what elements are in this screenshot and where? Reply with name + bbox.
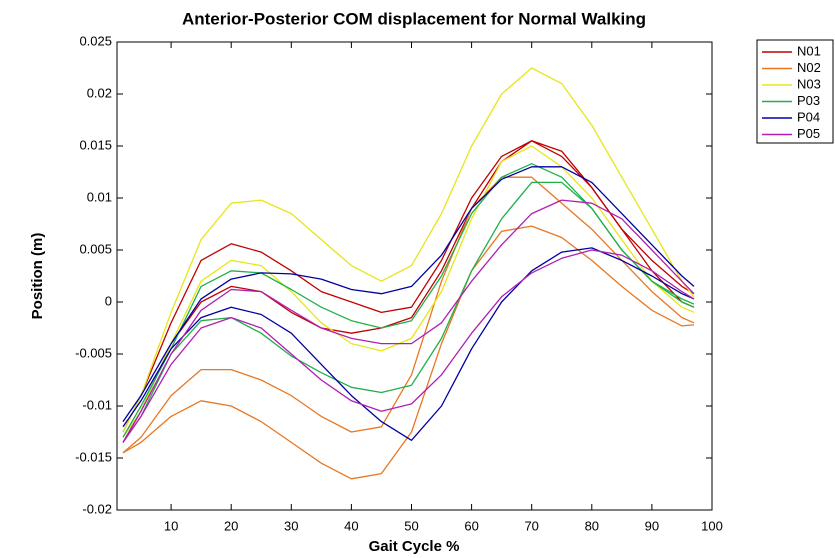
legend-label: N02 [797, 60, 821, 75]
series-line [122, 181, 695, 443]
x-tick-label: 20 [224, 518, 238, 533]
x-tick-label: 40 [344, 518, 358, 533]
x-tick-label: 10 [164, 518, 178, 533]
legend-box [756, 39, 834, 144]
legend-label: N01 [797, 43, 821, 58]
x-axis-label: Gait Cycle % [369, 538, 460, 555]
x-tick-label: 90 [645, 518, 659, 533]
series-line [122, 247, 695, 441]
x-tick-label: 60 [464, 518, 478, 533]
series-line [122, 199, 695, 443]
legend-label: P03 [797, 93, 820, 108]
y-axis-label: Position (m) [29, 233, 46, 320]
legend-label: N03 [797, 76, 821, 91]
legend-label: P04 [797, 109, 820, 124]
y-tick-label: -0.015 [75, 449, 112, 464]
series-line [122, 145, 695, 438]
y-tick-label: 0.02 [87, 85, 112, 100]
series-line [122, 140, 695, 443]
series-line [122, 140, 695, 433]
y-tick-label: 0.005 [79, 241, 112, 256]
y-tick-label: -0.01 [82, 397, 112, 412]
x-tick-label: 100 [701, 518, 723, 533]
series-line [122, 176, 695, 454]
y-tick-label: 0 [105, 293, 112, 308]
series-line [122, 163, 695, 438]
y-tick-label: 0.01 [87, 189, 112, 204]
plot-frame [116, 41, 713, 511]
series-line [122, 67, 695, 433]
series-line [122, 249, 695, 443]
series-line [122, 166, 695, 422]
legend-label: P05 [797, 126, 820, 141]
chart-title: Anterior-Posterior COM displacement for … [182, 9, 646, 28]
y-tick-label: 0.025 [79, 33, 112, 48]
series-line [122, 225, 695, 480]
x-tick-label: 70 [524, 518, 538, 533]
y-tick-label: -0.02 [82, 501, 112, 516]
y-tick-label: -0.005 [75, 345, 112, 360]
x-tick-label: 80 [585, 518, 599, 533]
x-tick-label: 30 [284, 518, 298, 533]
y-tick-label: 0.015 [79, 137, 112, 152]
x-tick-label: 50 [404, 518, 418, 533]
